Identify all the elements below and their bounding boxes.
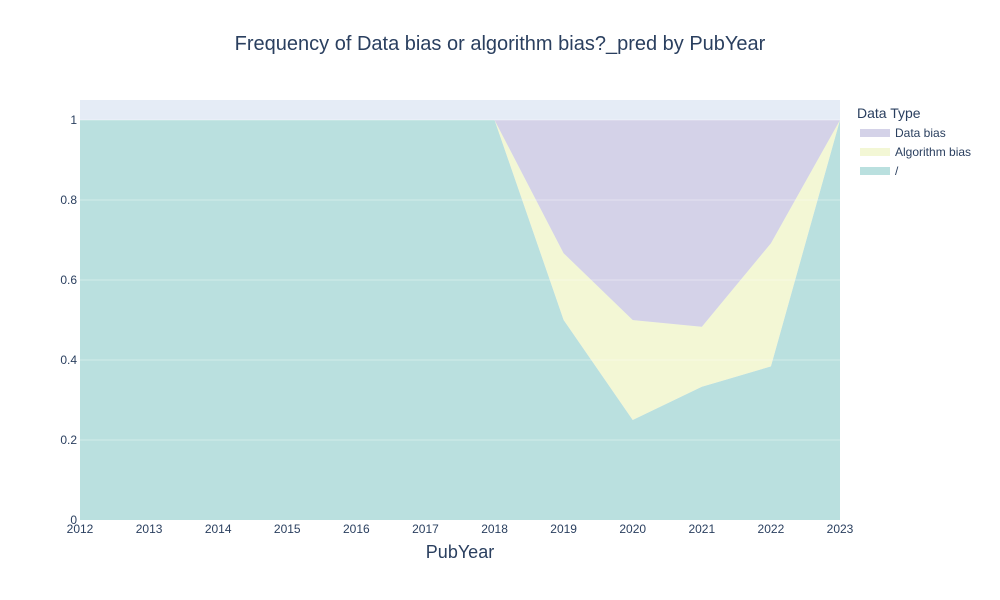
x-tick-label: 2012 bbox=[67, 522, 94, 536]
x-tick-label: 2019 bbox=[550, 522, 577, 536]
x-tick-label: 2015 bbox=[274, 522, 301, 536]
x-axis-ticks: 2012 2013 2014 2015 2016 2017 2018 2019 2020 2021… bbox=[67, 522, 854, 536]
area-layers bbox=[80, 120, 840, 520]
legend-item[interactable]: Algorithm bias bbox=[860, 145, 971, 159]
grid-lines bbox=[80, 119, 840, 441]
x-tick-label: 2020 bbox=[619, 522, 646, 536]
x-tick-label: 2021 bbox=[688, 522, 715, 536]
legend-swatch bbox=[860, 148, 890, 156]
y-tick-label: 0 bbox=[70, 513, 77, 527]
x-tick-label: 2017 bbox=[412, 522, 439, 536]
legend: Data Type Data bias Algorithm bias / bbox=[857, 105, 971, 178]
x-tick-label: 2018 bbox=[481, 522, 508, 536]
legend-item[interactable]: Data bias bbox=[860, 126, 946, 140]
area-slash bbox=[80, 120, 840, 520]
y-axis-ticks: 0 0.2 0.4 0.6 0.8 1 bbox=[60, 113, 77, 527]
legend-label: / bbox=[895, 164, 899, 178]
x-tick-label: 2013 bbox=[136, 522, 163, 536]
x-tick-label: 2014 bbox=[205, 522, 232, 536]
x-tick-label: 2023 bbox=[827, 522, 854, 536]
y-tick-label: 0.6 bbox=[60, 273, 77, 287]
legend-label: Algorithm bias bbox=[895, 145, 971, 159]
x-axis-label: PubYear bbox=[426, 542, 494, 562]
legend-swatch bbox=[860, 129, 890, 137]
legend-swatch bbox=[860, 167, 890, 175]
y-tick-label: 1 bbox=[70, 113, 77, 127]
x-tick-label: 2016 bbox=[343, 522, 370, 536]
y-tick-label: 0.8 bbox=[60, 193, 77, 207]
chart-title: Frequency of Data bias or algorithm bias… bbox=[235, 33, 766, 55]
area-algorithm-bias bbox=[80, 120, 840, 420]
area-data-bias bbox=[80, 120, 840, 327]
legend-item[interactable]: / bbox=[860, 164, 899, 178]
x-tick-label: 2022 bbox=[758, 522, 785, 536]
y-tick-label: 0.2 bbox=[60, 433, 77, 447]
legend-label: Data bias bbox=[895, 126, 946, 140]
legend-title: Data Type bbox=[857, 105, 921, 121]
y-tick-label: 0.4 bbox=[60, 353, 77, 367]
